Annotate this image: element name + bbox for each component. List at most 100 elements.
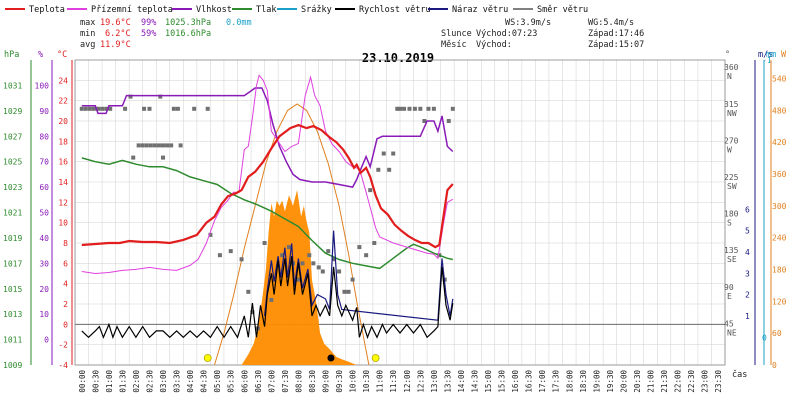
tick-temperature: 10 (58, 219, 68, 228)
series-ground-temperature (81, 74, 454, 275)
x-tick-label: 16:30 (525, 370, 534, 393)
tick-wind: 6 (745, 205, 750, 214)
wind-direction-point (402, 106, 407, 111)
tick-solar: 240 (772, 234, 787, 243)
stats-max-hum: 99% (141, 18, 156, 28)
tick-temperature: 0 (63, 320, 68, 329)
wind-direction-point (316, 265, 321, 270)
wind-direction-point (161, 155, 166, 160)
wind-direction-point (131, 155, 136, 160)
wind-direction-point (87, 106, 92, 111)
series-wind-speed (81, 256, 454, 340)
tick-temperature: 16 (58, 158, 68, 167)
tick-humidity: 30 (39, 259, 49, 268)
tick-humidity: 90 (39, 107, 49, 116)
tick-humidity: 50 (39, 209, 49, 218)
wind-direction-point (331, 257, 336, 262)
tick-pressure: 1023 (3, 183, 22, 192)
x-tick-label: 02:30 (145, 370, 154, 393)
x-tick-label: 02:00 (132, 370, 141, 393)
wind-direction-point (320, 269, 325, 274)
tick-temperature: -2 (58, 341, 68, 350)
plot-marks (79, 74, 455, 366)
axis-units: hPa % °C ° m/s mm W čas (4, 50, 787, 380)
wind-direction-point (228, 249, 233, 254)
x-tick-label: 11:00 (376, 370, 385, 393)
x-tick-label: 17:30 (552, 370, 561, 393)
wind-direction-point (350, 277, 355, 282)
stats-avg-label: avg (80, 40, 95, 50)
tick-solar: 0 (772, 361, 777, 370)
tick-solar: 480 (772, 106, 787, 115)
tick-temperature: 18 (58, 137, 68, 146)
tick-temperature: 6 (63, 259, 68, 268)
x-tick-label: 18:00 (565, 370, 574, 393)
x-tick-label: 20:30 (633, 370, 642, 393)
wind-direction-point (96, 106, 101, 111)
series-solar-area (241, 190, 357, 365)
x-tick-label: 22:30 (687, 370, 696, 393)
wind-direction-point (239, 257, 244, 262)
x-tick-label: 13:30 (443, 370, 452, 393)
tick-temperature: 12 (58, 198, 68, 207)
sunset-marker (371, 354, 380, 362)
x-tick-label: 06:00 (240, 370, 249, 393)
tick-wind: 4 (745, 248, 750, 257)
tick-pressure: 1027 (3, 132, 22, 141)
wind-direction-point (307, 253, 312, 258)
x-tick-label: 10:00 (349, 370, 358, 393)
x-tick-label: 00:00 (78, 370, 87, 393)
unit-time: čas (732, 369, 747, 380)
tick-solar: 120 (772, 297, 787, 306)
legend-label: Tlak (256, 5, 276, 15)
wind-direction-point (147, 106, 152, 111)
wind-direction-point (152, 143, 157, 148)
x-tick-label: 14:00 (457, 370, 466, 393)
legend-label: Teplota (29, 5, 65, 15)
wind-direction-point (250, 310, 255, 315)
wind-direction-point (391, 151, 396, 156)
x-tick-label: 00:30 (91, 370, 100, 393)
series-temperature (81, 123, 454, 249)
wind-direction-point (108, 106, 113, 111)
unit-mm: mm (766, 50, 776, 60)
wind-direction-point (398, 106, 402, 111)
stats-min-press: 1016.6hPa (165, 29, 211, 39)
tick-direction-compass: N (727, 72, 732, 81)
wind-direction-point (161, 143, 166, 148)
tick-wind: 3 (745, 269, 750, 278)
wind-direction-point (426, 106, 431, 111)
info-moon-set: Západ:15:07 (588, 40, 644, 50)
x-tick-label: 12:30 (416, 370, 425, 393)
tick-temperature: 8 (63, 239, 68, 248)
tick-pressure: 1025 (3, 158, 22, 167)
wind-direction-point (91, 106, 96, 111)
tick-solar: 180 (772, 266, 787, 275)
stats-block: max 19.6°C 99% 1025.3hPa 0.0mm min 6.2°C… (80, 18, 252, 50)
stats-min-temp: 6.2°C (105, 29, 131, 39)
wind-direction-point (422, 119, 427, 123)
wind-direction-point (142, 106, 147, 111)
x-tick-label: 21:00 (647, 370, 656, 393)
x-tick-label: 04:30 (200, 370, 209, 393)
info-moon-rise: Východ: (476, 40, 512, 50)
x-tick-label: 11:30 (389, 370, 398, 393)
tick-temperature: 24 (58, 76, 68, 85)
x-tick-label: 03:30 (173, 370, 182, 393)
wind-direction-point (269, 297, 274, 302)
wind-direction-point (262, 241, 267, 245)
tick-direction: 45 (724, 319, 734, 328)
tick-direction-compass: W (727, 145, 732, 154)
tick-direction-compass: NE (727, 328, 737, 337)
tick-humidity: 70 (39, 158, 49, 167)
tick-direction: 180 (724, 210, 739, 219)
wind-direction-point (79, 106, 84, 111)
unit-deg: °C (57, 50, 67, 60)
wind-direction-point (208, 232, 213, 237)
series-solar-theory (214, 103, 370, 366)
wind-direction-point (280, 253, 285, 258)
tick-wind: 5 (745, 227, 750, 236)
plot-grid (74, 59, 726, 366)
wind-direction-point (296, 277, 301, 282)
